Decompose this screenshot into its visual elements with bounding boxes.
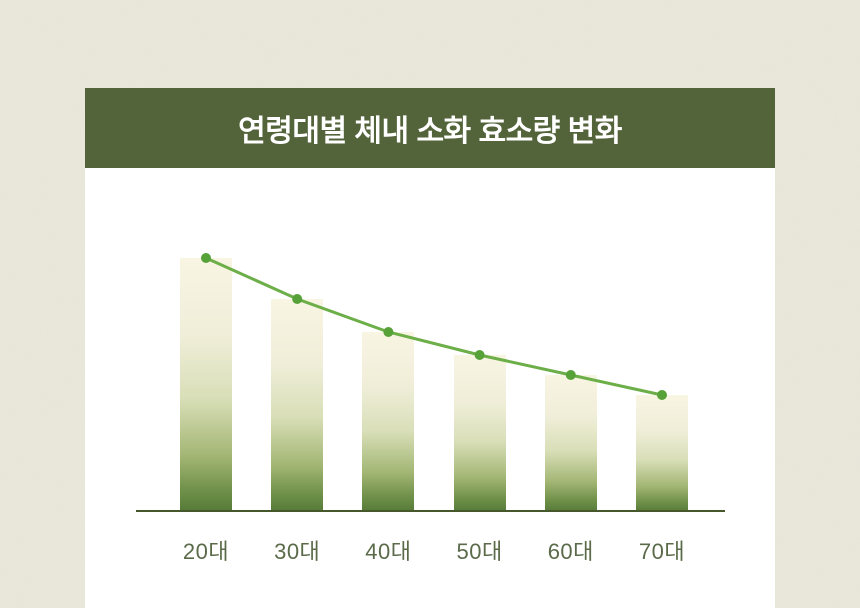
x-tick-label: 40대 — [365, 539, 412, 564]
x-tick-label: 20대 — [182, 539, 230, 564]
infographic-card: 연령대별 체내 소화 효소량 변화 20대 30대 40대 50대 60대 70대 — [85, 88, 775, 608]
x-tick-label: 60대 — [547, 539, 594, 564]
enzyme-bar-chart: 20대 30대 40대 50대 60대 70대 — [85, 168, 775, 608]
bar-20대 — [180, 258, 232, 512]
x-tick-label: 50대 — [456, 539, 503, 564]
chart-title-banner: 연령대별 체내 소화 효소량 변화 — [85, 88, 775, 168]
x-tick-label: 30대 — [274, 539, 321, 564]
bar-60대 — [544, 375, 597, 512]
bar-40대 — [362, 332, 415, 512]
x-axis-line — [136, 510, 725, 512]
bar-70대 — [636, 395, 688, 512]
bar-30대 — [271, 299, 324, 512]
x-tick-label: 70대 — [638, 539, 686, 564]
chart-title: 연령대별 체내 소화 효소량 변화 — [238, 115, 622, 148]
bar-50대 — [453, 355, 506, 512]
